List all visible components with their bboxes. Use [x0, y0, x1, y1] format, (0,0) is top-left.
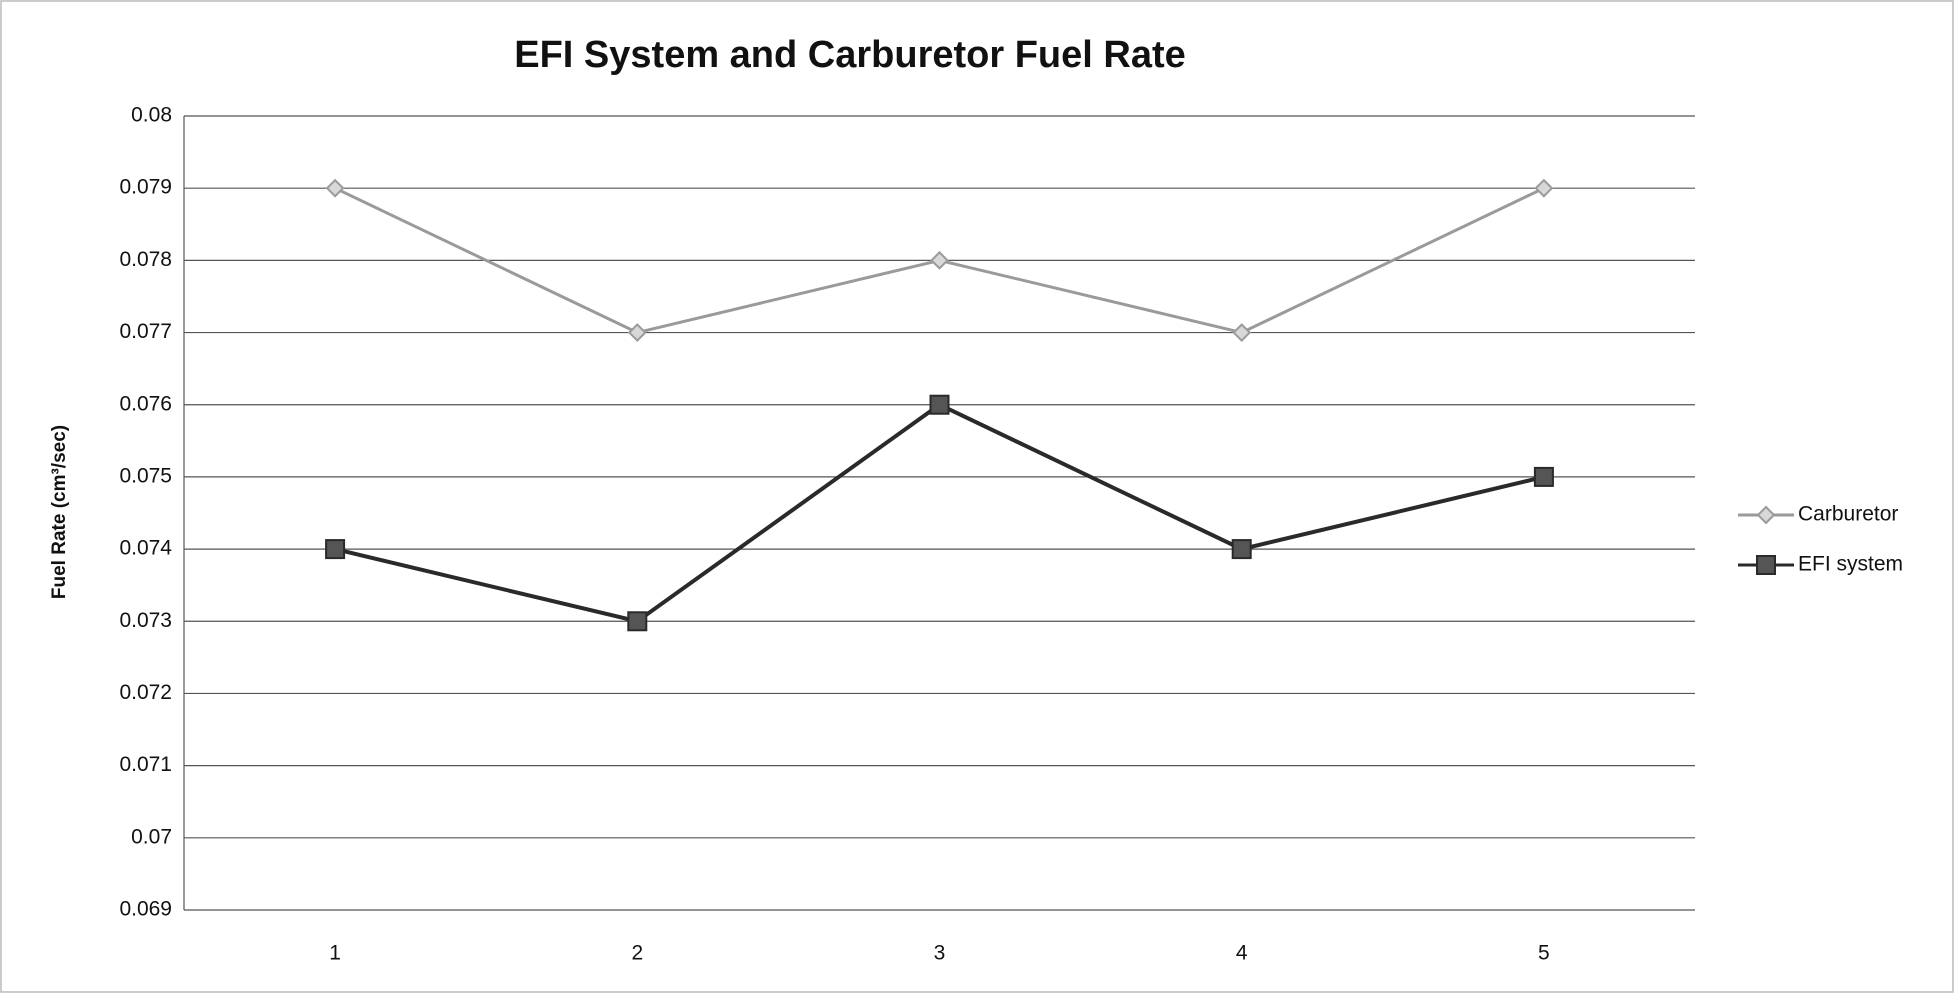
y-tick-label: 0.075 [119, 464, 172, 487]
chart-title: EFI System and Carburetor Fuel Rate [514, 34, 1186, 76]
data-point [1232, 323, 1252, 342]
x-tick-label: 1 [329, 942, 341, 965]
y-tick-label: 0.076 [119, 392, 172, 415]
y-tick-label: 0.074 [119, 537, 172, 560]
data-point [325, 178, 345, 198]
y-tick-label: 0.077 [119, 320, 172, 343]
y-tick-label: 0.08 [131, 104, 172, 127]
legend-marker [1756, 505, 1776, 525]
y-tick-label: 0.069 [119, 898, 172, 921]
x-tick-label: 5 [1538, 942, 1550, 965]
data-point [1534, 178, 1554, 198]
x-tick-label: 2 [631, 942, 643, 965]
data-point [1231, 539, 1252, 560]
y-tick-label: 0.078 [119, 248, 172, 271]
y-axis-title: Fuel Rate (cm³/sec) [49, 425, 70, 599]
data-point [930, 250, 949, 270]
y-tick-label: 0.07 [131, 825, 172, 848]
x-tick-label: 3 [934, 942, 946, 965]
data-point [1533, 466, 1554, 487]
x-tick-label: 4 [1236, 942, 1248, 965]
y-tick-label: 0.072 [119, 681, 172, 704]
y-tick-label: 0.073 [119, 609, 172, 632]
data-point [627, 323, 647, 342]
legend-label: Carburetor [1798, 503, 1898, 526]
data-point [325, 539, 346, 560]
legend-marker [1756, 555, 1776, 575]
data-point [929, 394, 950, 415]
y-tick-label: 0.079 [119, 176, 172, 199]
data-point [627, 611, 648, 632]
legend-label: EFI system [1798, 553, 1903, 576]
y-tick-label: 0.071 [119, 753, 172, 776]
